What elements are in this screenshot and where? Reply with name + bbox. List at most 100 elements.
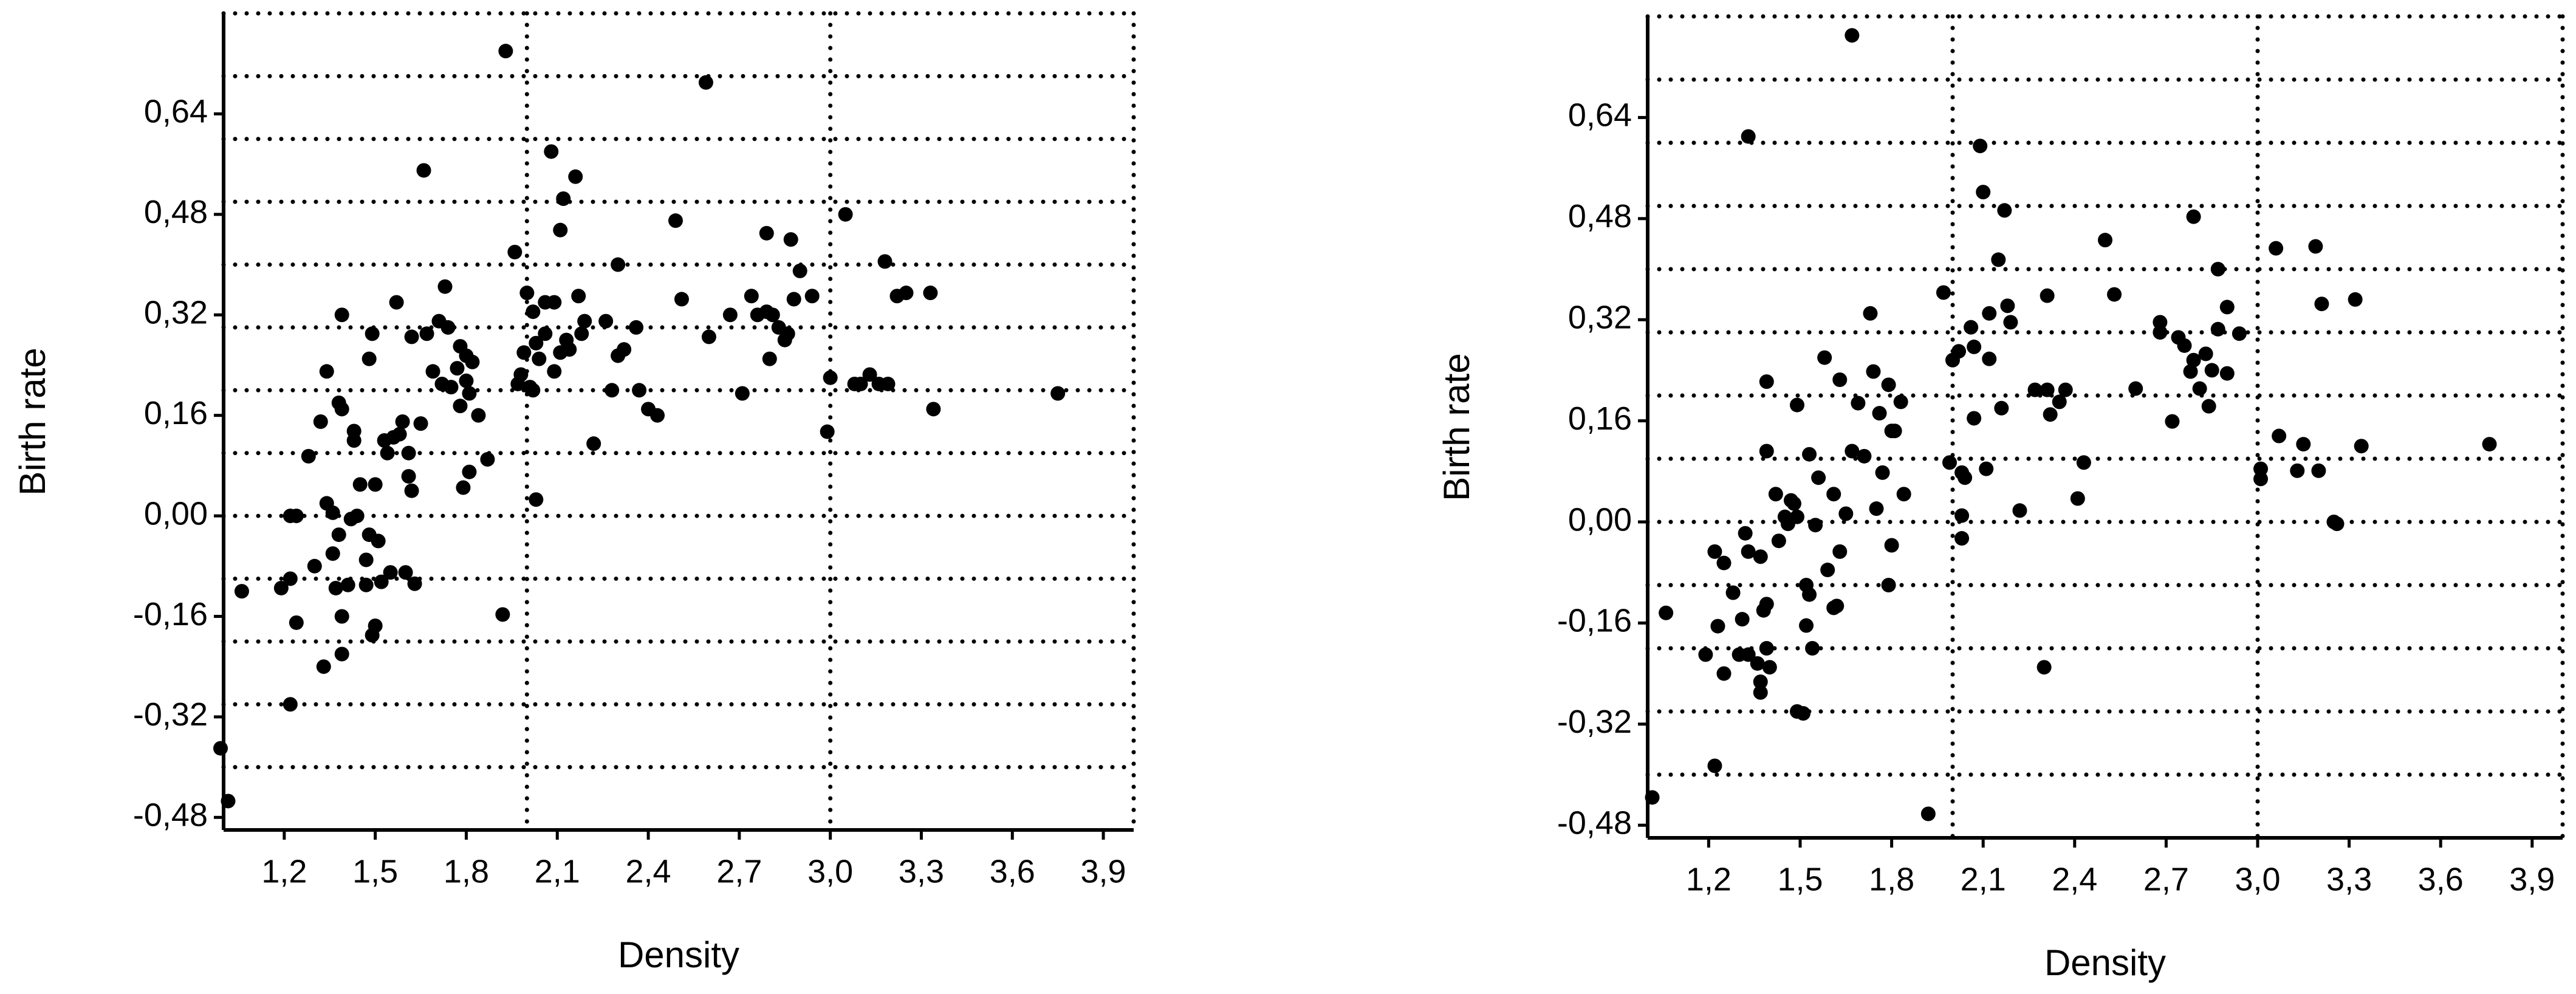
data-point: [2314, 296, 2329, 312]
data-point: [2219, 366, 2235, 381]
x-axis-label: Density: [618, 934, 739, 975]
data-point: [1832, 544, 1848, 559]
data-point: [538, 326, 553, 341]
data-point: [1753, 674, 1768, 690]
data-point: [1826, 487, 1841, 502]
data-point: [2000, 298, 2015, 314]
data-point: [1869, 501, 1884, 516]
data-point: [1817, 350, 1832, 365]
x-tick-label: 3,9: [2509, 861, 2555, 897]
data-point: [529, 335, 544, 351]
data-point: [2003, 315, 2018, 330]
data-point: [1759, 444, 1774, 459]
data-point: [1967, 411, 1982, 426]
data-point: [1710, 619, 1725, 634]
data-point: [1759, 641, 1774, 656]
data-point: [2040, 288, 2055, 303]
data-point: [450, 361, 465, 376]
data-point: [1741, 647, 1756, 662]
y-tick-label: 0,48: [1568, 198, 1632, 235]
data-point: [462, 386, 477, 401]
data-point: [358, 552, 374, 567]
data-point: [349, 509, 365, 524]
data-point: [1920, 806, 1936, 821]
x-tick-label: 1,2: [1686, 861, 1732, 897]
data-point: [2192, 381, 2207, 396]
data-point: [2354, 439, 2369, 454]
data-point: [2052, 394, 2067, 410]
data-point: [313, 414, 328, 429]
data-point: [2482, 437, 2497, 452]
data-point: [1875, 465, 1890, 480]
y-tick-label: -0,32: [133, 696, 208, 733]
data-point: [2210, 321, 2225, 337]
y-tick-label: 0,64: [144, 94, 208, 130]
data-point: [1802, 447, 1817, 462]
data-point: [416, 163, 431, 178]
data-point: [1698, 647, 1713, 662]
data-point: [1936, 285, 1951, 300]
data-point: [923, 286, 938, 301]
y-tick-label: -0,48: [133, 797, 208, 834]
data-point: [1991, 252, 2006, 267]
data-point: [1789, 509, 1804, 524]
data-point: [2311, 463, 2326, 478]
data-point: [765, 307, 780, 323]
data-point: [2058, 382, 2073, 397]
data-point: [611, 257, 626, 272]
data-point: [1789, 397, 1804, 413]
data-point: [556, 191, 571, 206]
data-point: [507, 244, 522, 259]
x-tick-label: 2,4: [626, 853, 671, 889]
data-point: [762, 351, 777, 366]
x-tick-label: 3,0: [807, 853, 853, 889]
data-point: [1866, 364, 1881, 379]
data-point: [1808, 518, 1823, 533]
data-point: [437, 279, 453, 294]
data-point: [2186, 209, 2201, 224]
data-point: [453, 399, 468, 414]
data-point: [519, 286, 535, 301]
data-point: [1951, 344, 1967, 359]
data-point: [392, 427, 407, 442]
data-point: [383, 565, 398, 580]
data-point: [1741, 544, 1756, 559]
data-point: [283, 697, 298, 712]
data-point: [1857, 448, 1872, 464]
data-point: [735, 386, 750, 401]
data-point: [2290, 463, 2305, 478]
data-point: [340, 577, 355, 592]
data-point: [526, 304, 541, 320]
data-point: [480, 452, 495, 467]
y-axis-label: Birth rate: [1436, 353, 1477, 501]
x-tick-label: 3,3: [2326, 861, 2372, 897]
data-point: [1759, 374, 1774, 389]
data-point: [1893, 394, 1908, 410]
data-point: [1771, 533, 1786, 549]
data-point: [1982, 351, 1997, 366]
data-point: [513, 367, 529, 382]
data-point: [1716, 555, 1732, 571]
data-point: [877, 254, 892, 269]
x-tick-label: 1,5: [1777, 861, 1823, 897]
data-point: [1967, 339, 1982, 354]
data-point: [1863, 306, 1878, 321]
data-point: [674, 292, 689, 307]
data-point: [352, 477, 368, 492]
data-point: [668, 213, 683, 228]
data-point: [1896, 487, 1911, 502]
data-point: [283, 571, 298, 586]
data-point: [334, 609, 349, 624]
data-point: [547, 364, 562, 379]
data-point: [444, 380, 459, 395]
scatter-chart: 0,64 0,48 0,32 0,16 0,00 -0,16 -0,32 -0,48 1,2 1,…: [12, 11, 1136, 975]
data-point: [1964, 320, 1979, 335]
data-point: [2219, 300, 2235, 315]
data-point: [440, 320, 456, 335]
data-point: [1725, 585, 1741, 600]
data-point: [465, 354, 480, 369]
data-point: [371, 533, 386, 549]
data-point: [1820, 563, 1835, 578]
data-point: [361, 351, 377, 366]
y-tick-label: -0,48: [1557, 804, 1632, 841]
